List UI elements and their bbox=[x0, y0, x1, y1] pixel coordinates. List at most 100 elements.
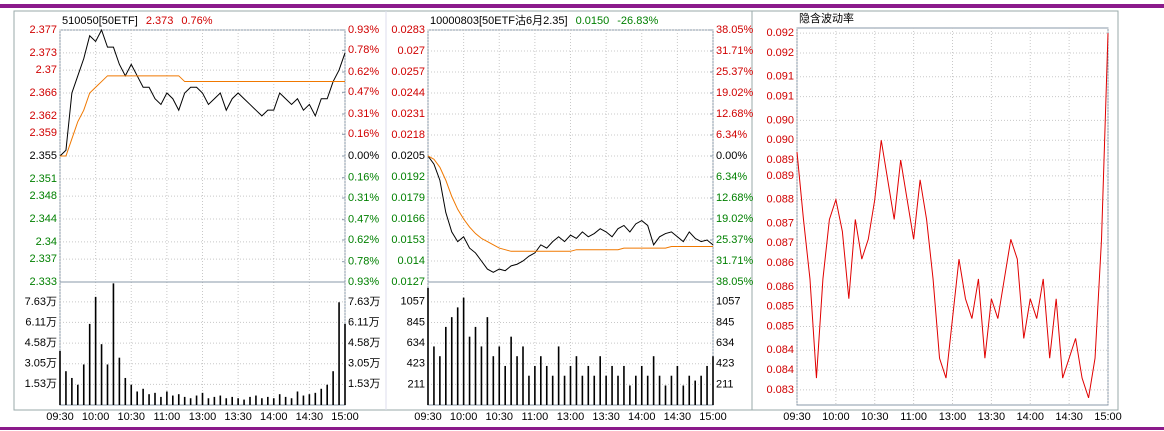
y-tick-label: 2.362 bbox=[29, 110, 57, 122]
x-tick-label: 14:30 bbox=[1055, 411, 1083, 423]
volume-bar bbox=[201, 392, 204, 405]
volume-bar bbox=[670, 375, 673, 405]
y2-tick-label: 0.93% bbox=[348, 276, 379, 288]
x-tick-label: 11:00 bbox=[154, 411, 181, 423]
volume-bar bbox=[195, 395, 198, 405]
header-text: 隐含波动率 bbox=[799, 11, 854, 25]
volume-bar bbox=[581, 375, 584, 405]
volume-tick-label: 845 bbox=[716, 316, 734, 328]
volume-tick-label: 7.63万 bbox=[25, 296, 57, 308]
y2-tick-label: 25.37% bbox=[716, 234, 754, 246]
volume-bar bbox=[249, 396, 251, 405]
volume-tick-label: 634 bbox=[716, 337, 734, 349]
volume-bar bbox=[516, 356, 518, 405]
y-tick-label: 0.091 bbox=[766, 71, 794, 83]
x-tick-label: 10:30 bbox=[485, 411, 513, 423]
price-line bbox=[59, 28, 346, 157]
price-line bbox=[60, 75, 345, 157]
volume-bar bbox=[551, 375, 554, 405]
volume-bar bbox=[59, 350, 61, 405]
volume-bar bbox=[267, 396, 269, 405]
volume-bar bbox=[658, 375, 661, 405]
header-text: 0.76% bbox=[181, 15, 212, 27]
x-tick-label: 10:00 bbox=[450, 411, 478, 423]
volume-bar bbox=[605, 375, 607, 405]
y2-tick-label: 6.34% bbox=[716, 171, 747, 183]
volume-bar bbox=[320, 388, 323, 405]
y-tick-label: 2.34 bbox=[36, 236, 57, 248]
x-tick-label: 13:30 bbox=[978, 411, 1006, 423]
y2-tick-label: 0.31% bbox=[348, 108, 379, 120]
outer-frame bbox=[13, 10, 1119, 411]
y2-tick-label: 0.00% bbox=[348, 150, 379, 162]
y2-tick-label: 0.78% bbox=[348, 256, 379, 268]
volume-bar bbox=[344, 323, 346, 405]
volume-bar bbox=[243, 399, 245, 405]
volume-bar bbox=[82, 364, 85, 405]
volume-bar bbox=[688, 375, 691, 405]
volume-tick-label: 423 bbox=[407, 358, 425, 370]
y-tick-label: 0.084 bbox=[766, 344, 794, 356]
volume-bar bbox=[172, 395, 174, 405]
volume-tick-label: 845 bbox=[407, 316, 425, 328]
volume-tick-label: 6.11万 bbox=[348, 316, 380, 328]
y-tick-label: 0.0153 bbox=[391, 234, 425, 246]
volume-tick-label: 4.58万 bbox=[25, 337, 57, 349]
x-tick-label: 11:00 bbox=[900, 411, 927, 423]
volume-bar bbox=[587, 365, 590, 405]
y-tick-label: 2.37 bbox=[36, 64, 57, 76]
volume-bar bbox=[456, 307, 459, 405]
y-tick-label: 2.348 bbox=[29, 190, 57, 202]
y-tick-label: 2.366 bbox=[29, 87, 57, 99]
price-line bbox=[427, 155, 714, 273]
x-tick-label: 15:00 bbox=[699, 411, 727, 423]
volume-tick-label: 211 bbox=[716, 378, 734, 390]
volume-bar bbox=[148, 394, 150, 405]
y-tick-label: 0.0283 bbox=[391, 24, 425, 36]
volume-bar bbox=[646, 375, 649, 405]
x-tick-label: 15:00 bbox=[331, 411, 359, 423]
volume-bar bbox=[106, 364, 109, 405]
volume-bar bbox=[492, 356, 495, 405]
volume-tick-label: 4.58万 bbox=[348, 337, 380, 349]
volume-bar bbox=[593, 375, 596, 405]
x-tick-label: 10:30 bbox=[117, 411, 145, 423]
plot-frame bbox=[796, 27, 1109, 406]
volume-bar bbox=[433, 346, 435, 405]
y-tick-label: 0.092 bbox=[766, 47, 794, 59]
y2-tick-label: 12.68% bbox=[716, 108, 754, 120]
y-tick-label: 0.083 bbox=[766, 384, 794, 396]
volume-bar bbox=[290, 398, 293, 405]
volume-bar bbox=[130, 384, 133, 405]
y-tick-label: 0.0244 bbox=[391, 87, 425, 99]
x-tick-label: 14:30 bbox=[296, 411, 324, 423]
volume-tick-label: 3.05万 bbox=[348, 358, 380, 370]
x-tick-label: 10:00 bbox=[82, 411, 110, 423]
volume-bar bbox=[510, 336, 512, 405]
volume-bar bbox=[694, 380, 696, 405]
volume-bar bbox=[676, 365, 679, 405]
volume-tick-label: 634 bbox=[407, 337, 425, 349]
x-tick-label: 13:30 bbox=[592, 411, 620, 423]
x-tick-label: 14:00 bbox=[628, 411, 656, 423]
volume-bar bbox=[231, 396, 233, 405]
header-text: -26.83% bbox=[617, 15, 658, 27]
volume-bar bbox=[65, 371, 67, 405]
volume-bar bbox=[427, 287, 429, 405]
x-tick-label: 11:00 bbox=[522, 411, 549, 423]
y-tick-label: 2.344 bbox=[29, 213, 57, 225]
volume-bar bbox=[207, 398, 210, 405]
y2-tick-label: 31.71% bbox=[716, 255, 754, 267]
y2-tick-label: 0.16% bbox=[348, 172, 379, 184]
volume-bar bbox=[338, 302, 340, 405]
volume-bar bbox=[326, 384, 328, 405]
price-line bbox=[796, 33, 1109, 399]
volume-bar bbox=[640, 365, 643, 405]
volume-bar bbox=[100, 344, 103, 405]
volume-bar bbox=[652, 356, 655, 405]
y-tick-label: 0.085 bbox=[766, 320, 794, 332]
volume-bar bbox=[94, 296, 97, 405]
y-tick-label: 0.0218 bbox=[391, 129, 425, 141]
volume-bar bbox=[706, 365, 708, 405]
